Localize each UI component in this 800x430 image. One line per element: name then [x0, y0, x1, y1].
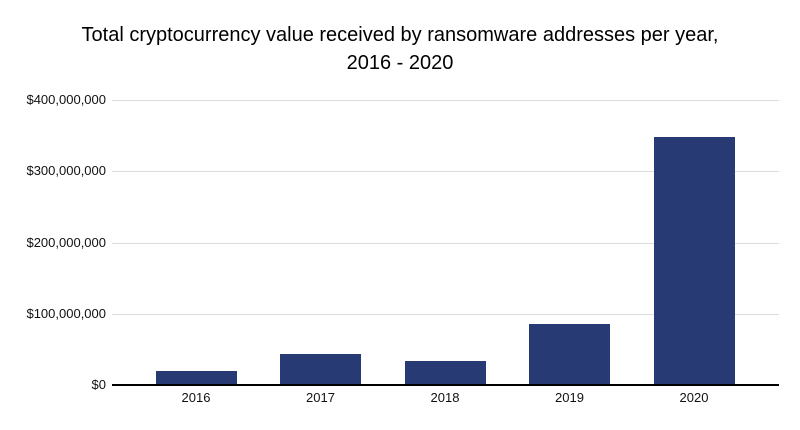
x-axis-tick-label: 2019 — [555, 390, 584, 405]
x-axis-tick-label: 2020 — [679, 390, 709, 405]
x-axis-tick-label: 2016 — [181, 390, 211, 405]
x-axis-line — [112, 384, 779, 386]
gridline — [112, 314, 779, 315]
y-axis-tick-label: $0 — [91, 377, 106, 392]
bar-2017 — [280, 353, 361, 385]
x-axis-tick-label: 2018 — [430, 390, 460, 405]
gridline — [112, 100, 779, 101]
y-axis-tick-label: $300,000,000 — [26, 163, 106, 178]
gridline — [112, 171, 779, 172]
gridline — [112, 243, 779, 244]
bar-2016 — [155, 370, 237, 385]
bar-2018 — [404, 360, 486, 385]
bar-2020 — [653, 137, 735, 385]
chart-title-line1: Total cryptocurrency value received by r… — [81, 24, 719, 46]
x-axis-tick-label: 2017 — [306, 390, 335, 405]
y-axis-tick-label: $100,000,000 — [26, 306, 106, 321]
y-axis-tick-label: $400,000,000 — [26, 92, 106, 107]
chart-title-line2: 2016 - 2020 — [346, 52, 454, 74]
chart-title: Total cryptocurrency value received by r… — [0, 21, 800, 77]
y-axis-tick-label: $200,000,000 — [26, 235, 106, 250]
bar-2019 — [529, 324, 610, 385]
